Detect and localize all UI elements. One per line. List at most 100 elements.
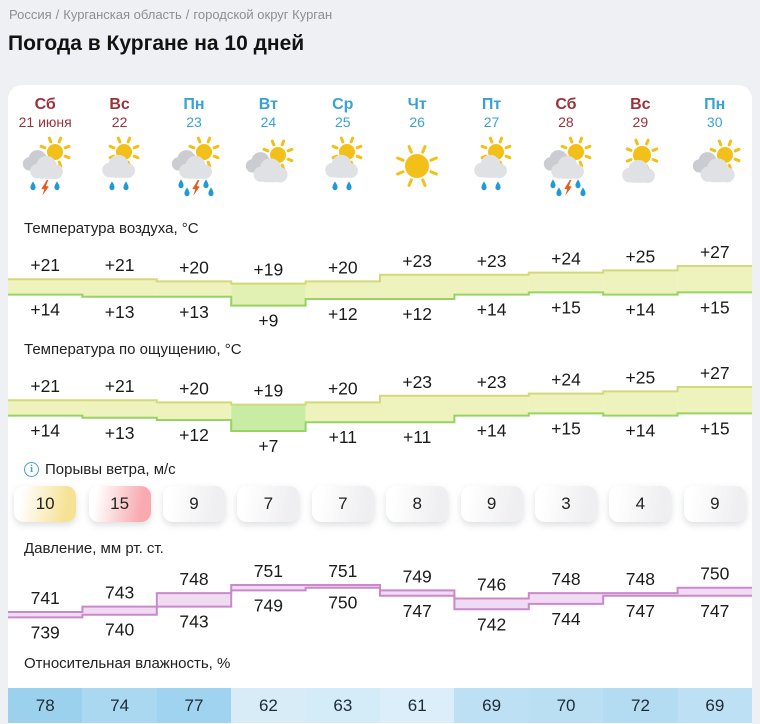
min-value-label: 747	[403, 601, 432, 621]
info-icon[interactable]: i	[24, 462, 39, 477]
max-value-label: +27	[700, 363, 730, 383]
max-value-label: 748	[179, 569, 208, 589]
breadcrumb: Россия / Курганская область / городской окру…	[0, 0, 760, 22]
breadcrumb-link-region[interactable]: Курганская область	[63, 7, 182, 22]
icons-row	[8, 136, 752, 200]
day-weather-cell[interactable]	[157, 136, 231, 200]
min-value-label: +15	[551, 297, 581, 317]
day-header[interactable]: Пн 30	[678, 96, 752, 130]
day-weather-cell[interactable]	[603, 136, 677, 200]
day-weather-cell[interactable]	[380, 136, 454, 200]
day-name: Вс	[109, 96, 130, 113]
max-value-label: 749	[403, 566, 432, 586]
humidity-cell: 74	[82, 688, 157, 723]
day-weather-cell[interactable]	[454, 136, 528, 200]
max-value-label: +20	[328, 378, 358, 398]
wind-gust-pill: 9	[683, 486, 746, 522]
max-value-label: 748	[551, 569, 580, 589]
wind-gust-pill: 9	[460, 486, 523, 522]
rain-icon	[473, 136, 511, 191]
wind-gust-pill: 7	[311, 486, 374, 522]
day-date: 29	[632, 114, 649, 130]
max-value-label: +20	[328, 257, 358, 277]
day-header[interactable]: Вс 29	[603, 96, 677, 130]
max-value-label: +19	[254, 381, 284, 401]
min-value-label: +11	[403, 427, 431, 447]
max-value-label: 746	[477, 575, 506, 595]
min-value-label: 747	[626, 601, 655, 621]
max-value-label: +21	[105, 376, 135, 396]
day-header[interactable]: Сб 21 июня	[8, 96, 82, 130]
max-value-label: 748	[626, 569, 655, 589]
air-temperature-band: +21 +14 +21 +13 +20 +13 +19 +9 +20 +12 +23 +12 +23 +1…	[8, 242, 752, 331]
min-value-label: +12	[179, 425, 209, 445]
min-value-label: 743	[179, 612, 208, 632]
breadcrumb-link-district[interactable]: городской округ Курган	[193, 7, 333, 22]
feels-like-chart: +21 +14 +21 +13 +20 +12 +19 +7 +20 +11 +23 +11 +23 +1…	[8, 360, 752, 458]
storm-icon	[22, 136, 71, 196]
storm-heavy-icon	[543, 136, 592, 197]
pressure-band: 741 739 743 740 748 743 751 749 751 750 749 747 746 7…	[8, 561, 752, 642]
min-value-label: +11	[329, 427, 357, 447]
day-date: 25	[334, 114, 351, 130]
pressure-label: Давление, мм рт. ст.	[24, 540, 164, 557]
day-name: Чт	[407, 96, 427, 113]
day-header[interactable]: Вс 22	[82, 96, 156, 130]
min-value-label: +13	[179, 302, 209, 322]
day-name: Сб	[555, 96, 577, 113]
max-value-label: +23	[477, 251, 507, 271]
wind-gust-pill: 10	[14, 486, 77, 522]
sun-clouds-icon	[692, 139, 741, 183]
wind-label-row: i Порывы ветра, м/с	[24, 461, 752, 478]
day-header[interactable]: Пт 27	[454, 96, 528, 130]
max-value-label: +25	[626, 367, 656, 387]
day-header[interactable]: Ср 25	[306, 96, 380, 130]
max-value-label: +20	[179, 257, 209, 277]
day-header[interactable]: Чт 26	[380, 96, 454, 130]
day-header[interactable]: Пн 23	[157, 96, 231, 130]
day-weather-cell[interactable]	[678, 136, 752, 200]
wind-gust-pill: 7	[237, 486, 300, 522]
feels-like-label: Температура по ощущению, °C	[24, 341, 242, 358]
wind-gust-pill: 8	[386, 486, 449, 522]
min-value-label: 740	[105, 620, 134, 640]
forecast-card: Сб 21 июня Вс 22 Пн 23 Вт 24 Ср 25 Чт 26 Пт 27 Сб 28 Вс 2…	[8, 85, 752, 724]
wind-gusts-row: 10 15 9 7 7 8 9 3 4 9	[8, 486, 752, 524]
max-value-label: +23	[402, 372, 432, 392]
day-date: 22	[111, 114, 128, 130]
air-temp-chart: +21 +14 +21 +13 +20 +13 +19 +9 +20 +12 +23 +12 +23 +1…	[8, 239, 752, 337]
humidity-cell: 61	[380, 688, 455, 723]
humidity-cell: 77	[156, 688, 232, 723]
humidity-cell: 62	[231, 688, 306, 723]
max-value-label: 743	[105, 583, 134, 603]
day-weather-cell[interactable]	[529, 136, 603, 200]
min-value-label: +13	[105, 302, 135, 322]
day-header[interactable]: Сб 28	[529, 96, 603, 130]
humidity-cell: 63	[305, 688, 381, 723]
max-value-label: +23	[402, 251, 432, 271]
breadcrumb-link-country[interactable]: Россия	[9, 7, 52, 22]
humidity-cell: 69	[677, 688, 752, 723]
max-value-label: +24	[551, 249, 581, 269]
rain-icon	[101, 136, 139, 191]
wind-label: Порывы ветра, м/с	[45, 461, 176, 478]
day-weather-cell[interactable]	[8, 136, 82, 200]
min-value-label: +15	[700, 418, 730, 438]
rain-icon	[324, 136, 363, 191]
max-value-label: +21	[105, 255, 135, 275]
humidity-cell: 78	[8, 688, 83, 723]
humidity-cell: 69	[454, 688, 529, 723]
day-weather-cell[interactable]	[82, 136, 156, 200]
min-value-label: +9	[258, 311, 278, 331]
day-weather-cell[interactable]	[231, 136, 305, 200]
wind-gust-pill: 3	[535, 486, 597, 522]
min-value-label: +7	[258, 436, 278, 456]
day-weather-cell[interactable]	[306, 136, 380, 200]
min-value-label: +13	[105, 423, 135, 443]
min-value-label: 750	[328, 593, 357, 613]
day-header[interactable]: Вт 24	[231, 96, 305, 130]
day-name: Пн	[183, 96, 205, 113]
days-row: Сб 21 июня Вс 22 Пн 23 Вт 24 Ср 25 Чт 26 Пт 27 Сб 28 Вс 2…	[8, 85, 752, 130]
max-value-label: +24	[551, 370, 581, 390]
